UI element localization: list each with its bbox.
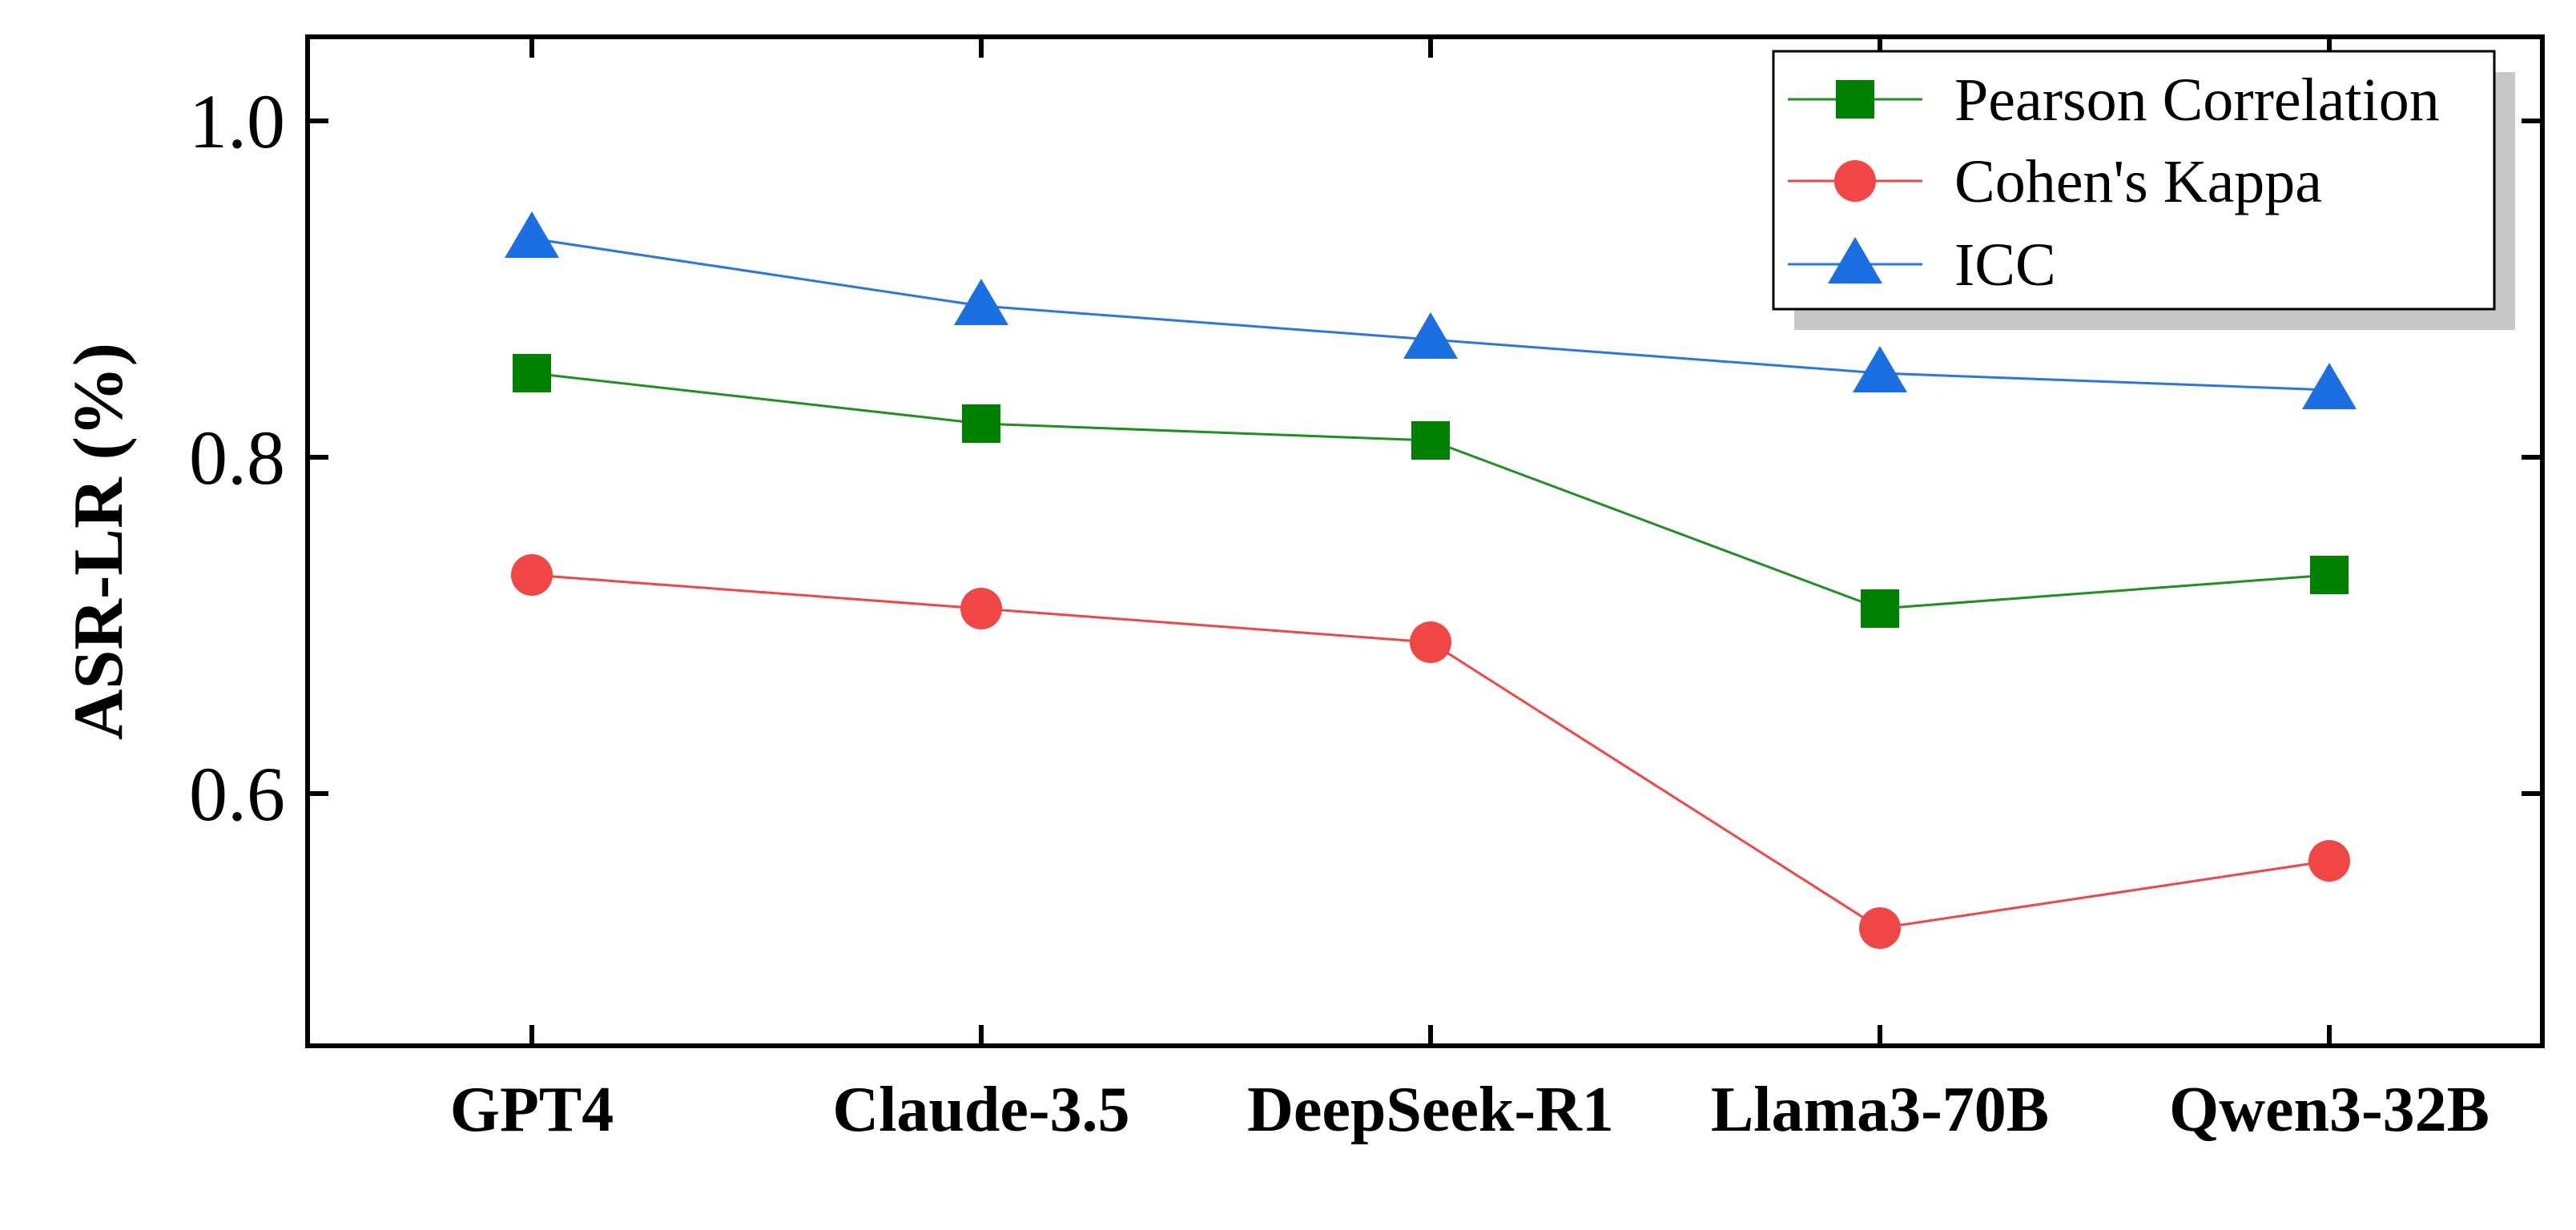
legend-marker-square[interactable] bbox=[1836, 80, 1874, 119]
y-tick-label: 0.6 bbox=[189, 751, 285, 837]
data-point-circle[interactable] bbox=[2308, 840, 2350, 882]
legend-items: Pearson Correlation Cohen's Kappa ICC bbox=[1788, 66, 2440, 299]
y-axis-ticks: 0.6 0.8 1.0 bbox=[189, 78, 2542, 837]
legend-label: ICC bbox=[1954, 231, 2056, 299]
legend-label: Pearson Correlation bbox=[1954, 66, 2440, 134]
data-point-circle[interactable] bbox=[960, 588, 1002, 629]
y-tick-label: 0.8 bbox=[189, 415, 285, 500]
data-point-square[interactable] bbox=[1411, 421, 1450, 460]
data-point-square[interactable] bbox=[1861, 589, 1899, 628]
y-axis-title: ASR-LR (%) bbox=[60, 343, 138, 740]
x-category-label: Claude-3.5 bbox=[832, 1075, 1129, 1145]
x-category-label: Llama3-70B bbox=[1711, 1075, 2049, 1145]
y-tick-label: 1.0 bbox=[189, 78, 285, 164]
series-triangle bbox=[505, 211, 2357, 409]
legend-item[interactable]: Cohen's Kappa bbox=[1788, 148, 2322, 215]
series-circle bbox=[511, 554, 2350, 949]
data-point-triangle[interactable] bbox=[954, 279, 1008, 325]
data-point-circle[interactable] bbox=[1410, 621, 1451, 663]
data-point-circle[interactable] bbox=[1859, 907, 1901, 949]
x-category-label: DeepSeek-R1 bbox=[1247, 1075, 1614, 1145]
data-point-circle[interactable] bbox=[511, 554, 553, 596]
series-square bbox=[513, 354, 2349, 628]
legend-item[interactable]: ICC bbox=[1788, 231, 2056, 299]
legend-marker-circle[interactable] bbox=[1834, 160, 1876, 202]
plot-area bbox=[305, 34, 2545, 1048]
series-layer bbox=[505, 211, 2357, 949]
data-point-triangle[interactable] bbox=[2302, 363, 2357, 409]
data-point-triangle[interactable] bbox=[1403, 312, 1458, 359]
data-point-square[interactable] bbox=[513, 354, 551, 392]
x-category-label: Qwen3-32B bbox=[2169, 1075, 2489, 1145]
legend-label: Cohen's Kappa bbox=[1954, 148, 2322, 215]
x-category-label: GPT4 bbox=[450, 1075, 614, 1145]
x-axis-ticks: GPT4 Claude-3.5 DeepSeek-R1 Llama3-70B Qwen3… bbox=[450, 37, 2489, 1145]
plot-frame bbox=[305, 34, 2545, 1048]
legend-marker-triangle[interactable] bbox=[1828, 237, 1882, 283]
legend-item[interactable]: Pearson Correlation bbox=[1788, 66, 2440, 134]
data-point-square[interactable] bbox=[962, 404, 1000, 443]
data-point-triangle[interactable] bbox=[505, 211, 559, 258]
legend[interactable]: Pearson Correlation Cohen's Kappa ICC bbox=[1772, 50, 2515, 330]
data-point-square[interactable] bbox=[2310, 556, 2349, 594]
data-point-triangle[interactable] bbox=[1853, 346, 1907, 392]
